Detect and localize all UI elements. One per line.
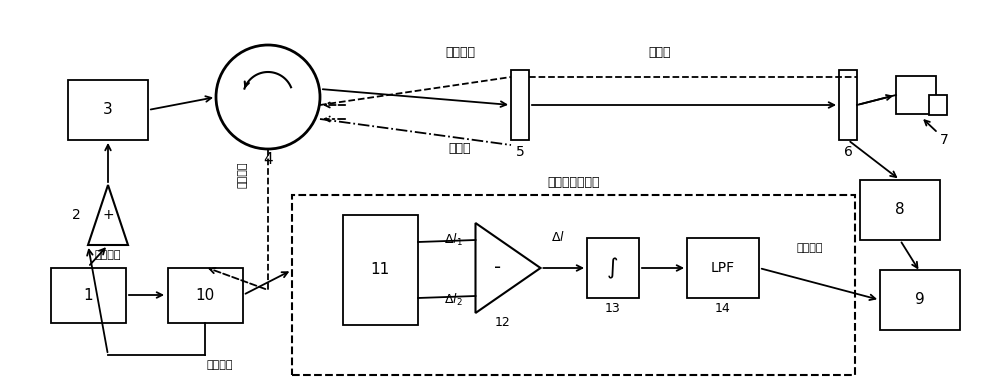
Bar — [587, 238, 639, 298]
Bar — [342, 215, 418, 325]
Bar — [896, 76, 936, 114]
Text: 调制信号: 调制信号 — [95, 250, 121, 260]
Text: $\Delta l$: $\Delta l$ — [551, 230, 565, 244]
Text: +: + — [102, 208, 114, 222]
Text: 干涉信号: 干涉信号 — [238, 162, 248, 188]
Text: 参考臂: 参考臂 — [449, 142, 471, 154]
Text: 1: 1 — [83, 288, 93, 303]
Text: 控制信号: 控制信号 — [207, 360, 233, 370]
Text: 单模光纤: 单模光纤 — [445, 46, 475, 58]
Text: -: - — [494, 259, 502, 277]
Text: 4: 4 — [263, 151, 273, 166]
Text: 2: 2 — [72, 208, 80, 222]
Text: 信号臂: 信号臂 — [649, 46, 671, 58]
Text: 3: 3 — [103, 103, 113, 118]
Text: 13: 13 — [605, 301, 621, 315]
Text: LPF: LPF — [711, 261, 735, 275]
Text: $\Delta l_2$: $\Delta l_2$ — [444, 292, 462, 308]
Bar — [50, 267, 126, 322]
Bar — [929, 95, 947, 115]
Bar — [839, 70, 857, 140]
Bar — [860, 180, 940, 240]
Text: 11: 11 — [370, 262, 390, 277]
Bar — [292, 195, 855, 375]
Text: ∫: ∫ — [607, 257, 619, 279]
Text: 8: 8 — [895, 202, 905, 217]
Bar — [68, 80, 148, 140]
Text: 6: 6 — [844, 145, 852, 159]
Bar — [880, 270, 960, 330]
Text: 工作点控制系统: 工作点控制系统 — [547, 176, 600, 190]
Text: 5: 5 — [516, 145, 524, 159]
Text: 14: 14 — [715, 301, 731, 315]
Text: 9: 9 — [915, 293, 925, 308]
Text: $\Delta l_1$: $\Delta l_1$ — [444, 232, 462, 248]
Bar — [511, 70, 529, 140]
Bar — [168, 267, 242, 322]
Text: 7: 7 — [940, 133, 948, 147]
Text: 10: 10 — [195, 288, 215, 303]
Bar — [687, 238, 759, 298]
Text: 12: 12 — [495, 317, 511, 329]
Text: 输出信号: 输出信号 — [797, 243, 823, 253]
